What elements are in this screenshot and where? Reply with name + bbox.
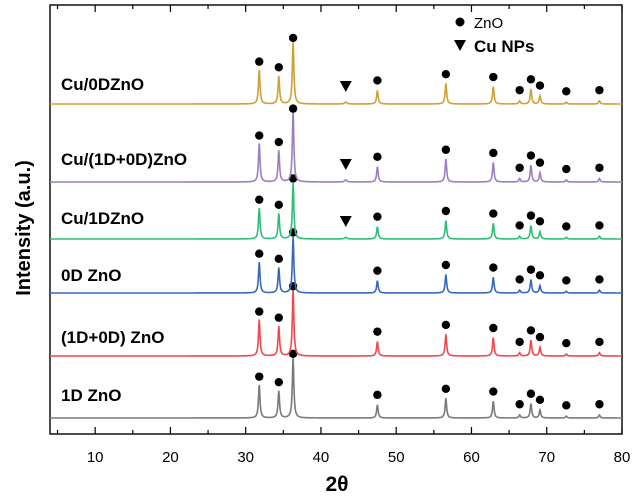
zno-peak-marker [489,263,498,272]
zno-peak-marker [562,164,571,174]
legend-label: ZnO [474,15,503,32]
zno-peak-marker [274,63,283,72]
zno-peak-marker [515,400,524,409]
x-tick-label: 30 [237,449,254,466]
cu-peak-marker [339,81,352,92]
x-axis-label: 2θ [325,473,348,496]
zno-peak-marker [489,387,498,396]
zno-peak-marker [526,151,536,160]
series-line [50,289,622,357]
zno-peak-marker [526,75,536,84]
x-tick-label: 20 [162,449,179,466]
plot-frame [49,4,623,435]
x-tick-label: 60 [463,449,480,466]
zno-peak-marker [515,163,524,172]
series-line [50,236,622,294]
zno-peak-marker [373,212,382,221]
legend-triangle-marker [454,40,466,51]
zno-peak-marker [562,401,571,410]
zno-peak-marker [373,152,382,162]
zno-peak-marker [595,163,604,172]
series-label: (1D+0D) ZnO [61,328,164,347]
series-line [50,111,622,183]
zno-peak-marker [274,137,283,147]
zno-peak-marker [526,211,536,220]
zno-peak-marker [274,200,283,210]
zno-peak-marker [515,221,524,230]
series-label: 0D ZnO [61,266,121,285]
zno-peak-marker [489,148,498,158]
series-label: Cu/(1D+0D)ZnO [61,150,187,169]
zno-peak-marker [288,33,298,43]
zno-peak-marker [373,266,382,275]
zno-peak-marker [535,81,545,90]
zno-peak-marker [595,337,604,347]
zno-peak-marker [562,222,571,231]
zno-peak-marker [441,320,451,330]
x-tick-label: 80 [614,449,631,466]
zno-peak-marker [255,307,264,316]
zno-peak-marker [489,209,498,218]
zno-peak-marker [274,254,283,264]
zno-peak-marker [595,221,604,230]
legend-circle-marker [455,17,465,27]
zno-peak-marker [274,313,283,322]
zno-peak-marker [288,174,298,183]
zno-peak-marker [535,271,545,280]
zno-peak-marker [441,206,451,216]
zno-peak-marker [595,85,604,95]
zno-peak-marker [288,104,298,113]
cu-peak-marker [339,216,352,227]
zno-peak-marker [562,338,571,348]
zno-peak-marker [255,249,264,258]
zno-peak-marker [515,275,524,284]
zno-peak-marker [255,372,264,381]
zno-peak-marker [441,69,451,79]
zno-peak-marker [535,217,545,226]
zno-peak-marker [373,327,382,336]
cu-peak-marker [339,159,352,170]
zno-peak-marker [373,76,382,85]
zno-peak-marker [562,276,571,285]
zno-peak-marker [255,57,264,66]
zno-peak-marker [489,323,498,333]
series-label: 1D ZnO [61,386,121,405]
zno-peak-marker [535,158,545,167]
zno-peak-marker [255,131,264,140]
zno-peak-marker [288,349,298,358]
legend-label: Cu NPs [474,37,534,56]
zno-peak-marker [562,87,571,96]
zno-peak-marker [535,332,545,342]
zno-peak-marker [255,195,264,204]
y-axis-label: Intensity (a.u.) [13,160,35,296]
zno-peak-marker [441,145,451,154]
zno-peak-marker [489,72,498,82]
zno-peak-marker [441,384,451,393]
zno-peak-marker [526,265,536,274]
x-tick-label: 50 [388,449,405,466]
zno-peak-marker [535,395,545,405]
plot-area: 10 20 30 40 50 60 70 80 1D ZnO (1D+0D) ZnO 0D ZnO C… [49,4,631,466]
zno-peak-marker [515,85,524,95]
zno-peak-marker [515,337,524,347]
zno-peak-marker [526,326,536,335]
series-line [50,182,622,240]
zno-peak-marker [373,390,382,400]
zno-peak-marker [441,260,451,270]
zno-peak-marker [595,400,604,409]
x-tick-label: 10 [87,449,104,466]
zno-peak-marker [274,377,283,387]
series-line [50,41,622,105]
series-label: Cu/0DZnO [61,75,144,94]
series-line [50,357,622,419]
x-tick-label: 40 [313,449,330,466]
series-label: Cu/1DZnO [61,209,144,228]
zno-peak-marker [526,389,536,398]
x-tick-label: 70 [538,449,555,466]
zno-peak-marker [595,275,604,284]
